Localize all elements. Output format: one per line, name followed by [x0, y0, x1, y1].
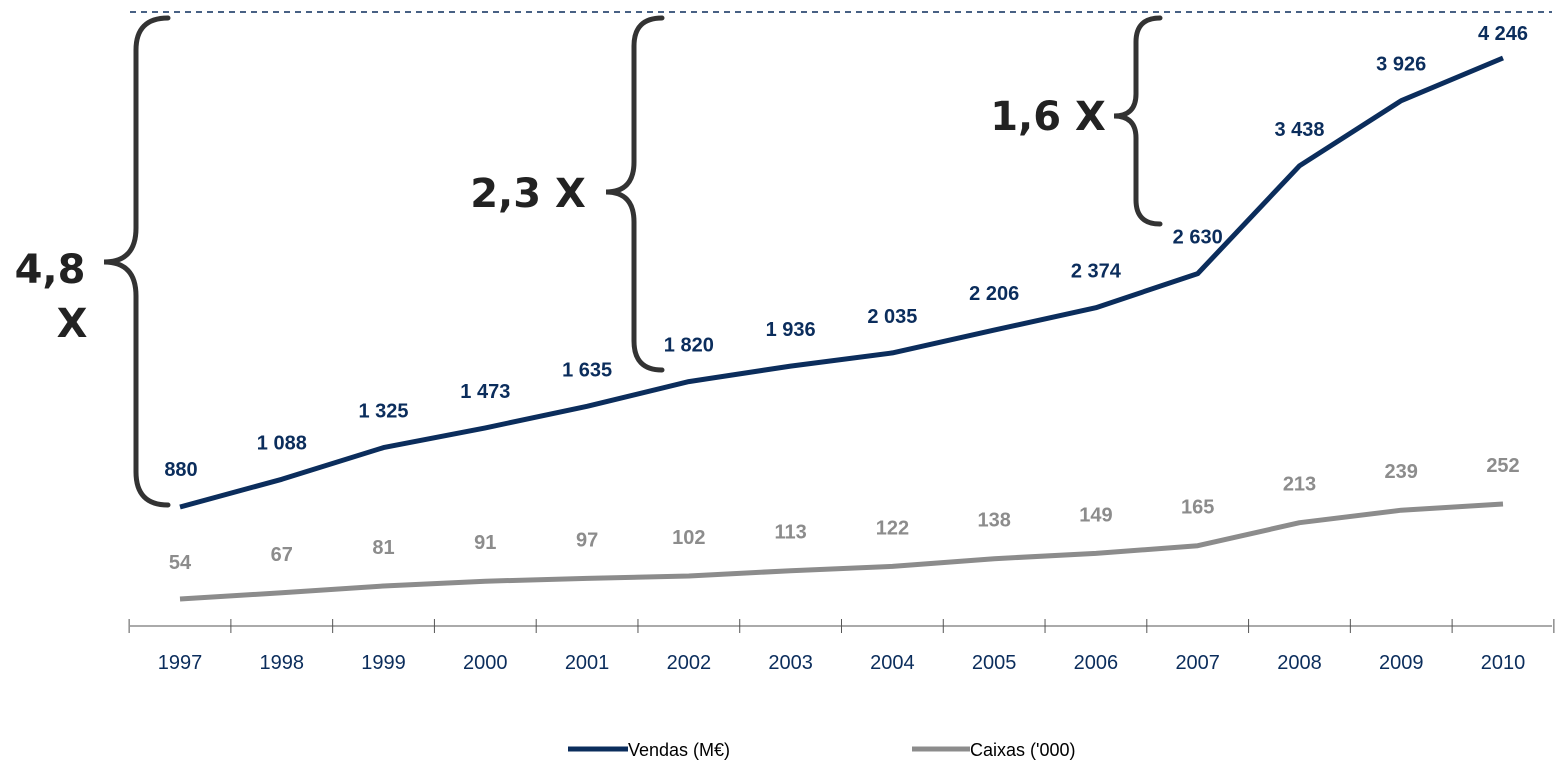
- vendas-data-label: 2 374: [1071, 261, 1122, 283]
- caixas-data-label: 97: [576, 529, 598, 551]
- vendas-data-label: 880: [164, 459, 197, 481]
- legend-label-caixas: Caixas ('000): [970, 740, 1075, 760]
- vendas-data-label: 1 635: [562, 359, 612, 381]
- multiplier-4-8x-line2: X: [57, 301, 88, 347]
- vendas-data-label: 2 206: [969, 283, 1019, 305]
- x-tick-label: 2009: [1379, 652, 1424, 674]
- x-tick-label: 2002: [667, 652, 712, 674]
- caixas-data-label: 239: [1385, 461, 1418, 483]
- caixas-data-label: 165: [1181, 497, 1214, 519]
- vendas-data-label: 1 473: [460, 381, 510, 403]
- vendas-data-labels: 880 1 088 1 325 1 473 1 635 1 820 1 936 2 035 2 …: [164, 23, 1528, 481]
- vendas-data-label: 3 438: [1274, 119, 1324, 141]
- vendas-data-label: 1 820: [664, 335, 714, 357]
- x-tick-label: 2003: [768, 652, 813, 674]
- x-tick-label: 2004: [870, 652, 915, 674]
- vendas-data-label: 4 246: [1478, 23, 1528, 45]
- caixas-data-label: 138: [978, 510, 1011, 532]
- caixas-data-label: 81: [372, 537, 394, 559]
- bracket-4-8x: [103, 15, 171, 508]
- legend-label-vendas: Vendas (M€): [628, 740, 730, 760]
- caixas-data-label: 54: [169, 552, 192, 574]
- vendas-data-label: 2 035: [867, 306, 917, 328]
- x-axis-ticks: [128, 619, 1555, 633]
- vendas-data-label: 2 630: [1173, 227, 1223, 249]
- x-tick-label: 1997: [158, 652, 203, 674]
- multiplier-1-6x: 1,6 X: [990, 94, 1106, 140]
- x-tick-label: 2005: [972, 652, 1017, 674]
- caixas-data-label: 67: [271, 544, 293, 566]
- caixas-data-labels: 54 67 81 91 97 102 113 122 138 149 165 213 239 252: [169, 455, 1520, 574]
- x-tick-label: 2001: [565, 652, 610, 674]
- caixas-series-line: [179, 501, 1504, 602]
- caixas-data-label: 91: [474, 532, 496, 554]
- x-tick-label: 2007: [1175, 652, 1220, 674]
- caixas-data-label: 122: [876, 517, 909, 539]
- vendas-data-label: 1 088: [257, 432, 307, 454]
- x-tick-label: 2008: [1277, 652, 1322, 674]
- multiplier-2-3x: 2,3 X: [470, 171, 586, 217]
- vendas-data-label: 1 325: [358, 401, 408, 423]
- caixas-data-label: 113: [774, 522, 806, 544]
- caixas-data-label: 213: [1283, 474, 1316, 496]
- bracket-2-3x: [605, 15, 665, 373]
- x-tick-label: 1999: [361, 652, 406, 674]
- multiplier-4-8x-line1: 4,8: [15, 247, 86, 293]
- x-tick-label: 2000: [463, 652, 508, 674]
- caixas-data-label: 149: [1079, 504, 1112, 526]
- caixas-data-label: 252: [1486, 455, 1519, 477]
- caixas-data-label: 102: [672, 527, 705, 549]
- x-axis-tick-labels: 1997 1998 1999 2000 2001 2002 2003 2004 2005 2006…: [158, 652, 1526, 674]
- bracket-1-6x: [1113, 15, 1163, 227]
- vendas-data-label: 3 926: [1376, 54, 1426, 76]
- x-tick-label: 2006: [1074, 652, 1119, 674]
- vendas-series-line: [179, 55, 1504, 510]
- vendas-data-label: 1 936: [766, 319, 816, 341]
- x-tick-label: 2010: [1481, 652, 1526, 674]
- x-tick-label: 1998: [260, 652, 305, 674]
